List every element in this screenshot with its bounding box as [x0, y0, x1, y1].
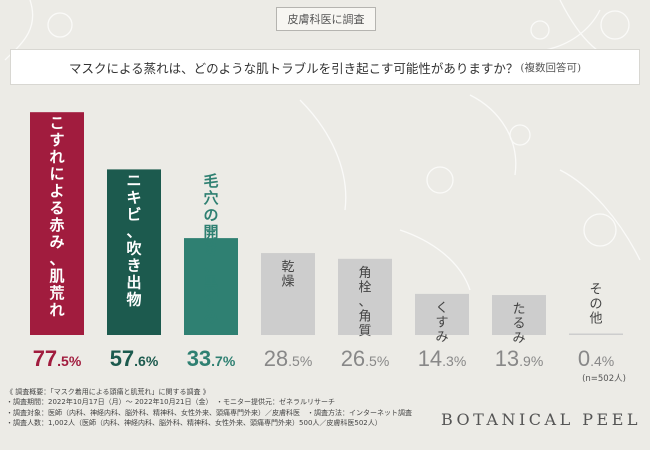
value-label: 26.5%	[341, 346, 390, 371]
bar	[569, 333, 623, 335]
category-label: ニキビ、吹き出物	[126, 171, 142, 308]
footnote-line: 《 調査概要：「マスク着用による頭痛と肌荒れ」に関する調査 》	[6, 388, 210, 396]
bar	[492, 295, 546, 335]
question-text: マスクによる蒸れは、どのような肌トラブルを引き起こす可能性がありますか？	[68, 60, 519, 76]
question-banner: マスクによる蒸れは、どのような肌トラブルを引き起こす可能性がありますか？ (複数…	[10, 49, 640, 85]
category-label: くすみ	[435, 301, 448, 345]
bar	[30, 112, 84, 335]
category-label: 角栓、角質	[358, 266, 371, 339]
footnote-line: ・調査期間：2022年10月17日（月）～ 2022年10月21日（金） ・モニ…	[6, 398, 335, 407]
footnote-line: ・調査対象：医師（内科、神経内科、脳外科、精神科、女性外来、頭痛専門外来）／皮膚…	[6, 408, 412, 417]
value-label: 13.9%	[495, 346, 544, 371]
footnote-line: ・調査人数：1,002人（医師（内科、神経内科、脳外科、精神科、女性外来、頭痛専…	[6, 419, 382, 428]
bar	[107, 169, 161, 335]
category-label: その他	[589, 283, 602, 327]
value-label: 57.6%	[110, 346, 159, 371]
bar	[338, 258, 392, 335]
bar-chart: こすれによる赤み、肌荒れ 77.5% ニキビ、吹き出物 57.6% 毛穴の開き、黒ずみ 3…	[30, 112, 626, 384]
category-label: 毛穴の開き、黒ずみ	[203, 172, 218, 326]
bar	[261, 253, 315, 335]
value-label: 33.7%	[187, 346, 236, 371]
category-label: たるみ	[512, 302, 525, 346]
value-label: 77.5%	[33, 346, 82, 371]
value-label: 14.3%	[418, 346, 467, 371]
survey-footnotes: 《 調査概要：「マスク着用による頭痛と肌荒れ」に関する調査 》 ・調査期間：20…	[6, 387, 426, 447]
bar	[184, 238, 238, 335]
brand-logo: BOTANICAL PEEL	[440, 410, 642, 429]
category-label: こすれによる赤み、肌荒れ	[49, 114, 64, 319]
bar	[415, 293, 469, 335]
question-note: (複数回答可)	[520, 61, 582, 74]
survey-source-tag: 皮膚科医に調査	[276, 7, 376, 31]
value-label: 28.5%	[264, 346, 313, 371]
category-label: 乾燥	[281, 260, 294, 290]
sample-size-note: (n=502人)	[582, 374, 626, 384]
value-label: 0.4%	[578, 346, 614, 371]
